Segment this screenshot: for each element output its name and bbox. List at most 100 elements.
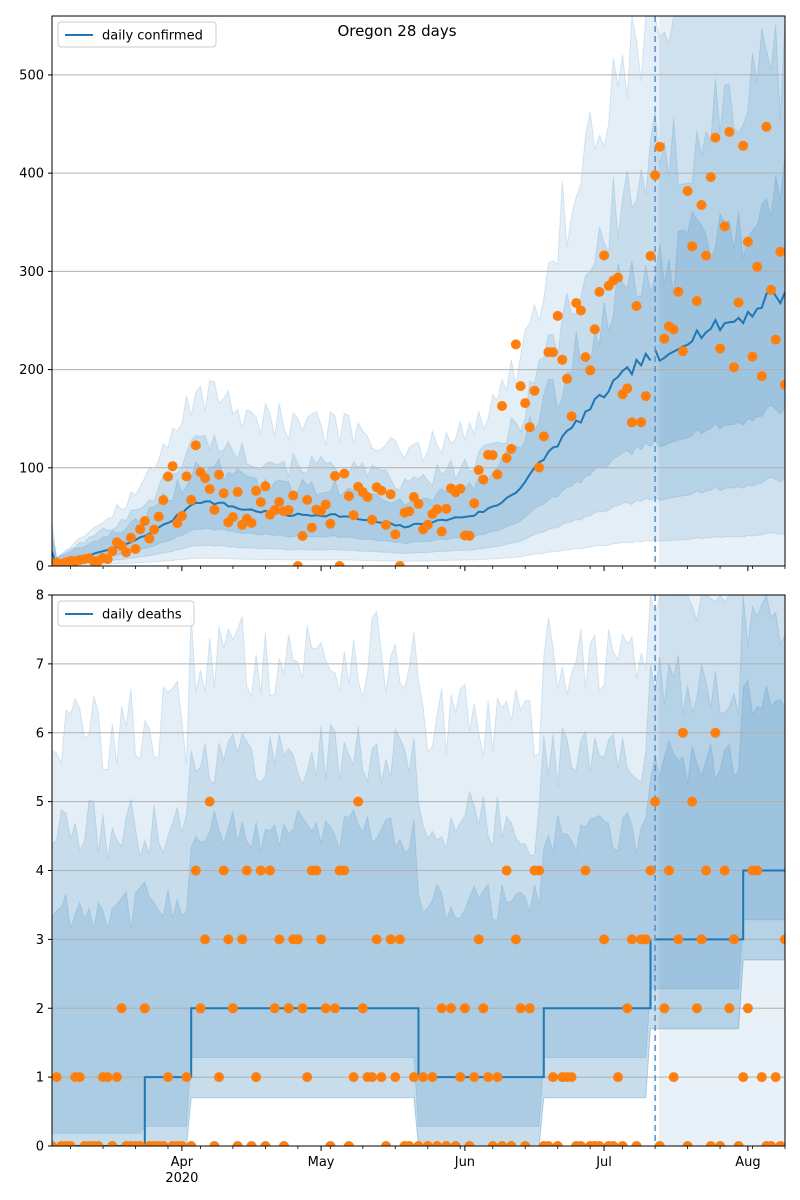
observed-point xyxy=(260,1141,271,1146)
observed-point xyxy=(673,934,684,945)
observed-point xyxy=(668,1072,679,1083)
observed-point xyxy=(761,121,772,132)
legend-label: daily confirmed xyxy=(102,29,203,44)
observed-point xyxy=(376,1072,387,1083)
observed-point xyxy=(190,440,201,451)
band-0 xyxy=(52,16,785,566)
observed-point xyxy=(214,1072,224,1083)
observed-point xyxy=(348,510,359,521)
axes-frame xyxy=(51,15,786,567)
observed-point xyxy=(501,453,512,463)
y-tick-label: 4 xyxy=(36,864,44,879)
y-tick-label: 1 xyxy=(36,1071,44,1086)
observed-point xyxy=(701,250,712,261)
observed-point xyxy=(362,492,373,502)
observed-point xyxy=(297,531,308,541)
observed-point xyxy=(552,1141,563,1146)
observed-point xyxy=(696,200,707,210)
observed-point xyxy=(176,510,187,521)
observed-point xyxy=(413,1141,424,1146)
observed-point xyxy=(450,1141,461,1146)
observed-point xyxy=(766,1141,777,1146)
observed-point xyxy=(529,385,540,396)
observed-point xyxy=(172,518,183,529)
observed-point xyxy=(163,1072,173,1083)
observed-point xyxy=(302,1072,313,1083)
observed-point xyxy=(65,1141,76,1146)
observed-point xyxy=(515,381,526,392)
observed-point xyxy=(677,346,688,357)
observed-point xyxy=(710,132,721,143)
observed-point xyxy=(390,1072,401,1083)
observed-point xyxy=(622,383,633,394)
observed-point xyxy=(139,516,150,526)
observed-point xyxy=(719,221,730,232)
observed-point xyxy=(752,865,763,876)
observed-point xyxy=(538,431,549,442)
observed-point xyxy=(631,1141,642,1146)
observed-point xyxy=(153,511,164,522)
model-line xyxy=(52,939,652,1146)
observed-point xyxy=(283,505,294,516)
observed-point xyxy=(339,865,350,876)
observed-point xyxy=(650,170,661,181)
confirmed-chart: 0 100 200 300 400 500 daily confirmed xyxy=(19,15,786,575)
observed-point xyxy=(279,1141,289,1146)
observed-point xyxy=(515,1003,526,1014)
observed-point xyxy=(483,1072,494,1083)
chart-title: Oregon 28 days xyxy=(337,22,456,40)
observed-point xyxy=(390,529,401,540)
observed-point xyxy=(659,333,670,344)
observed-point xyxy=(394,934,405,945)
band-2 xyxy=(52,154,785,566)
observed-point xyxy=(367,1072,378,1083)
observed-point xyxy=(200,934,211,945)
observed-point xyxy=(506,1141,517,1146)
observed-point xyxy=(520,398,531,409)
observed-point xyxy=(102,1072,113,1083)
observed-point xyxy=(738,140,749,151)
observed-point xyxy=(167,461,178,472)
observed-point xyxy=(292,561,303,566)
observed-point xyxy=(524,422,535,433)
observed-point xyxy=(510,339,521,350)
legend-box xyxy=(57,21,217,48)
observed-point xyxy=(497,1141,507,1146)
observed-point xyxy=(687,796,698,807)
observed-point xyxy=(302,494,313,505)
observed-point xyxy=(654,1141,665,1146)
observed-point xyxy=(107,1141,118,1146)
observed-point xyxy=(214,469,224,480)
observed-point xyxy=(260,481,271,492)
observed-point xyxy=(125,532,136,543)
observed-point xyxy=(580,865,591,876)
observed-point xyxy=(691,1003,702,1014)
observed-point xyxy=(455,1072,466,1083)
observed-point xyxy=(394,561,405,566)
observed-point xyxy=(441,1141,452,1146)
observed-point xyxy=(121,547,132,558)
observed-point xyxy=(367,514,378,525)
observed-point xyxy=(492,1072,503,1083)
observed-point xyxy=(376,485,387,496)
observed-point xyxy=(510,934,521,945)
observed-point xyxy=(204,796,215,807)
observed-point xyxy=(585,365,596,376)
observed-point xyxy=(408,1072,419,1083)
observed-point xyxy=(756,371,767,382)
observed-point xyxy=(246,517,257,528)
observed-point xyxy=(385,489,396,500)
legend-label: daily deaths xyxy=(102,608,182,623)
observed-point xyxy=(645,251,656,261)
observed-point xyxy=(473,934,484,945)
y-tick-label: 400 xyxy=(19,167,44,182)
observed-point xyxy=(422,519,433,530)
observed-point xyxy=(274,934,285,945)
observed-point xyxy=(181,1072,192,1083)
observed-point xyxy=(436,1003,447,1014)
observed-point xyxy=(93,1141,104,1146)
observed-point xyxy=(74,1072,85,1083)
observed-point xyxy=(464,1141,475,1146)
observed-point xyxy=(520,1141,531,1146)
